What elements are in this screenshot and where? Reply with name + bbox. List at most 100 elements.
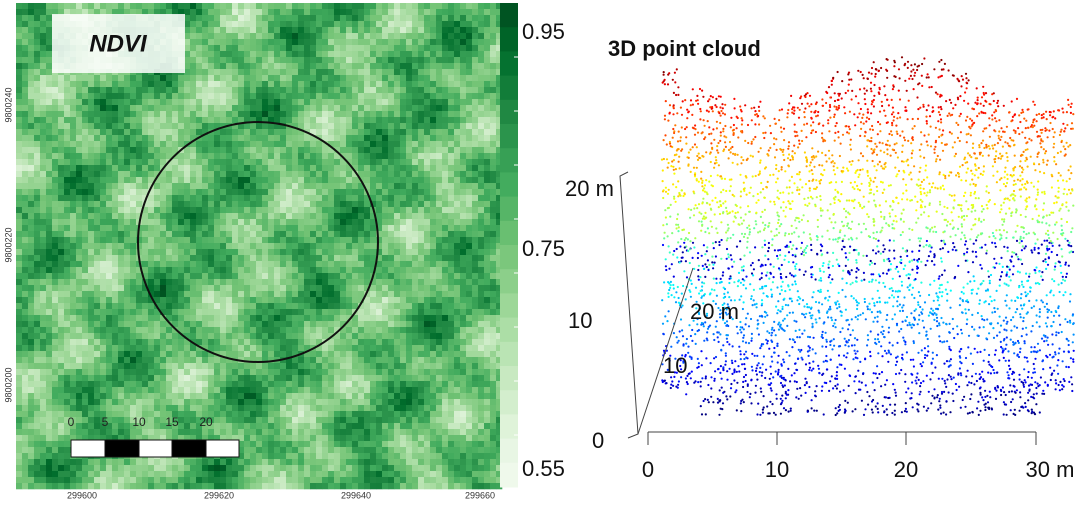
- raster-cell: [274, 111, 280, 117]
- raster-cell: [136, 279, 142, 285]
- raster-cell: [322, 3, 328, 9]
- raster-cell: [190, 291, 196, 297]
- raster-cell: [358, 117, 364, 123]
- raster-cell: [406, 75, 412, 81]
- raster-cell: [406, 117, 412, 123]
- raster-cell: [478, 177, 484, 183]
- raster-cell: [220, 243, 226, 249]
- raster-cell: [22, 105, 28, 111]
- raster-cell: [382, 219, 388, 225]
- raster-cell: [160, 99, 166, 105]
- raster-cell: [226, 21, 232, 27]
- raster-cell: [334, 171, 340, 177]
- raster-cell: [34, 69, 40, 75]
- raster-cell: [196, 327, 202, 333]
- raster-cell: [388, 315, 394, 321]
- raster-cell: [346, 177, 352, 183]
- raster-cell: [166, 225, 172, 231]
- raster-cell: [430, 57, 436, 63]
- raster-cell: [124, 351, 130, 357]
- raster-cell: [226, 363, 232, 369]
- raster-cell: [160, 225, 166, 231]
- raster-cell: [76, 141, 82, 147]
- raster-cell: [112, 165, 118, 171]
- raster-cell: [310, 51, 316, 57]
- raster-cell: [430, 171, 436, 177]
- raster-cell: [166, 279, 172, 285]
- raster-cell: [214, 3, 220, 9]
- raster-cell: [346, 291, 352, 297]
- raster-cell: [190, 321, 196, 327]
- raster-cell: [304, 291, 310, 297]
- raster-cell: [274, 213, 280, 219]
- raster-cell: [28, 45, 34, 51]
- raster-cell: [16, 237, 22, 243]
- raster-cell: [292, 171, 298, 177]
- raster-cell: [382, 225, 388, 231]
- raster-cell: [364, 249, 370, 255]
- raster-cell: [226, 45, 232, 51]
- raster-cell: [256, 279, 262, 285]
- raster-cell: [274, 171, 280, 177]
- raster-cell: [232, 87, 238, 93]
- raster-cell: [454, 351, 460, 357]
- raster-cell: [226, 273, 232, 279]
- raster-cell: [256, 321, 262, 327]
- raster-cell: [94, 123, 100, 129]
- raster-cell: [94, 93, 100, 99]
- raster-cell: [106, 135, 112, 141]
- raster-cell: [436, 33, 442, 39]
- raster-cell: [202, 165, 208, 171]
- raster-cell: [232, 261, 238, 267]
- raster-cell: [304, 159, 310, 165]
- raster-cell: [280, 81, 286, 87]
- raster-cell: [478, 21, 484, 27]
- raster-cell: [376, 27, 382, 33]
- raster-cell: [406, 195, 412, 201]
- raster-cell: [160, 357, 166, 363]
- raster-cell: [238, 51, 244, 57]
- raster-cell: [118, 123, 124, 129]
- raster-cell: [490, 345, 496, 351]
- raster-cell: [226, 99, 232, 105]
- raster-cell: [352, 273, 358, 279]
- raster-cell: [484, 345, 490, 351]
- raster-cell: [64, 279, 70, 285]
- raster-cell: [448, 39, 454, 45]
- raster-cell: [376, 345, 382, 351]
- raster-cell: [76, 3, 82, 9]
- raster-cell: [28, 369, 34, 375]
- raster-cell: [196, 51, 202, 57]
- raster-cell: [364, 75, 370, 81]
- raster-cell: [352, 189, 358, 195]
- raster-cell: [472, 285, 478, 291]
- raster-cell: [238, 351, 244, 357]
- raster-cell: [64, 327, 70, 333]
- raster-cell: [436, 153, 442, 159]
- raster-cell: [232, 27, 238, 33]
- raster-cell: [286, 117, 292, 123]
- raster-cell: [226, 255, 232, 261]
- raster-cell: [106, 3, 112, 9]
- raster-cell: [406, 159, 412, 165]
- raster-cell: [418, 321, 424, 327]
- raster-cell: [82, 345, 88, 351]
- raster-cell: [64, 81, 70, 87]
- raster-cell: [238, 279, 244, 285]
- raster-cell: [460, 201, 466, 207]
- raster-cell: [256, 195, 262, 201]
- raster-cell: [124, 81, 130, 87]
- raster-cell: [166, 345, 172, 351]
- raster-cell: [190, 21, 196, 27]
- raster-cell: [22, 267, 28, 273]
- raster-cell: [406, 189, 412, 195]
- raster-cell: [82, 147, 88, 153]
- raster-cell: [454, 117, 460, 123]
- raster-cell: [394, 177, 400, 183]
- raster-cell: [232, 351, 238, 357]
- raster-cell: [460, 93, 466, 99]
- raster-cell: [430, 291, 436, 297]
- raster-cell: [238, 249, 244, 255]
- raster-cell: [418, 123, 424, 129]
- raster-cell: [394, 69, 400, 75]
